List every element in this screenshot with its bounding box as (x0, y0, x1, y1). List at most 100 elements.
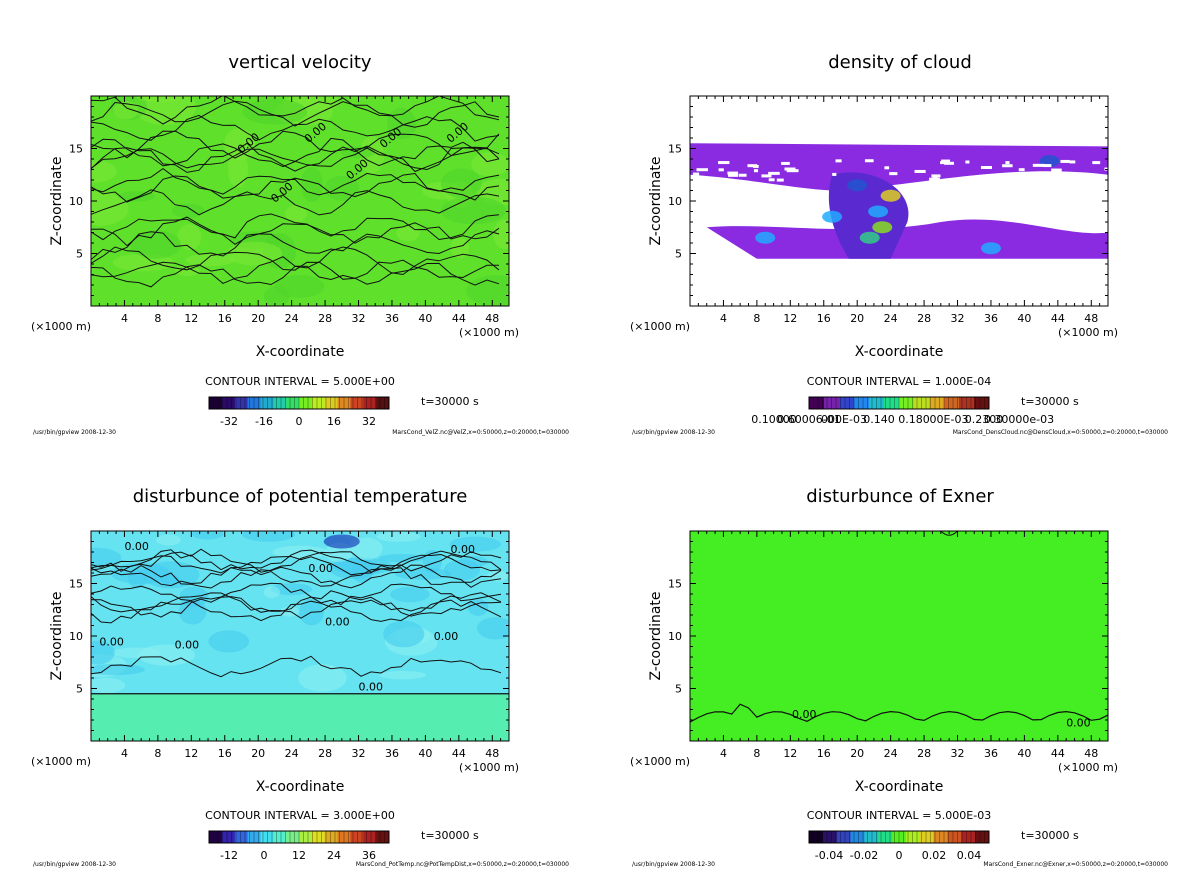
y-tick-label: 10 (668, 630, 682, 643)
time-label: t=30000 s (421, 829, 479, 842)
contour-line (690, 703, 1108, 723)
colorbar-swatch (839, 397, 855, 409)
colorbar-frame (808, 396, 990, 410)
contour-line (91, 142, 500, 173)
contour-label: 0.00 (99, 635, 124, 648)
field-layer: 0.00 0.00 0.00 0.00 0.00 0.00 0.00 0.00 (91, 531, 509, 741)
colorbar-swatch (324, 831, 339, 843)
contour-line (91, 146, 500, 173)
cloud-gap (753, 169, 759, 173)
colorbar-swatch (286, 397, 300, 409)
contour-line (91, 172, 500, 203)
cloud-gap (768, 171, 780, 175)
cloud-gap (980, 166, 992, 170)
x-tick-label: 20 (850, 747, 864, 760)
field-patch (130, 230, 182, 259)
field-patch (440, 196, 507, 225)
chart-title: density of cloud (828, 52, 972, 73)
contour-label: 0.00 (434, 630, 459, 643)
y-tick-label: 5 (675, 683, 682, 696)
cloud-gap (768, 178, 775, 182)
colorbar-swatch (311, 397, 326, 409)
x-tick-label: 44 (452, 747, 466, 760)
contour-line (91, 189, 500, 216)
x-tick-label: 8 (753, 312, 760, 325)
x-axis-label: X-coordinate (256, 344, 345, 360)
field-patch (376, 531, 421, 542)
x-tick-label: 36 (385, 747, 399, 760)
colorbar-tick-label: -12 (220, 849, 238, 862)
field-patch (91, 547, 122, 568)
x-unit-label-right: (×1000 m) (459, 761, 519, 774)
field-patch (91, 640, 115, 665)
time-label: t=30000 s (421, 395, 479, 408)
field-patch (450, 237, 470, 258)
colorbar-frame (208, 830, 390, 844)
y-axis-label: Z-coordinate (49, 591, 65, 680)
colorbar-swatch (944, 397, 960, 409)
contour-label: 0.00 (450, 543, 475, 556)
colorbar-swatch (299, 397, 313, 409)
footer-left: /usr/bin/gpview 2008-12-30 (632, 861, 715, 868)
colorbar-swatch (919, 831, 935, 843)
chart-panel-3: disturbunce of potential temperature 0.00… (31, 486, 569, 868)
x-tick-label: 16 (817, 312, 831, 325)
chart-title: disturbunce of potential temperature (133, 486, 468, 507)
lower-layer (91, 693, 509, 741)
colorbar-swatch (247, 397, 261, 409)
field-patch (185, 253, 235, 267)
contour-line (91, 213, 500, 241)
field-patch (242, 531, 295, 542)
field-patch (156, 534, 181, 546)
colorbar-swatch (299, 831, 313, 843)
colorbar-tick-label: 0.60006-01 (777, 413, 840, 426)
colorbar-swatch (260, 397, 274, 409)
cloud-gap (786, 169, 799, 173)
cloud-gap (941, 159, 950, 163)
cloud-gap (832, 172, 837, 176)
x-tick-label: 44 (1051, 747, 1065, 760)
field-patch (228, 151, 249, 188)
cloud-gap (944, 161, 955, 165)
x-tick-label: 36 (984, 747, 998, 760)
x-tick-label: 16 (218, 312, 232, 325)
cloud-gap (761, 174, 772, 178)
x-tick-label: 12 (184, 747, 198, 760)
x-tick-label: 48 (485, 312, 499, 325)
cloud-core (880, 189, 901, 202)
cloud-gap (718, 168, 724, 172)
field-patch (390, 586, 430, 603)
colorbar-tick-label: 12 (292, 849, 306, 862)
cloud-core (822, 210, 843, 223)
colorbar-swatch (905, 831, 921, 843)
cloud-gap (999, 177, 1011, 181)
x-unit-label-right: (×1000 m) (1058, 761, 1118, 774)
x-unit-label-left: (×1000 m) (31, 755, 91, 768)
cloud-gap (696, 168, 708, 172)
x-tick-label: 44 (1051, 312, 1065, 325)
x-unit-label-right: (×1000 m) (1058, 326, 1118, 339)
colorbar-swatch (363, 831, 377, 843)
field-patch (477, 617, 509, 640)
field-patch (487, 570, 508, 582)
field-patch (138, 644, 196, 666)
colorbar-swatch (337, 397, 351, 409)
colorbar-swatch (974, 397, 990, 409)
cloud-gap (889, 172, 898, 176)
x-tick-label: 4 (121, 312, 128, 325)
colorbar-swatch (209, 397, 223, 409)
cloud-gap (738, 173, 747, 177)
colorbar-swatch (869, 397, 885, 409)
colorbar-tick-label: 0.180 (898, 413, 930, 426)
x-tick-label: 28 (917, 312, 931, 325)
y-tick-label: 15 (668, 578, 682, 591)
cloud-gap (1060, 159, 1070, 163)
colorbar-swatch (234, 397, 249, 409)
contour-label: 0.00 (124, 540, 149, 553)
cloud-gap (933, 175, 938, 179)
x-tick-label: 12 (783, 312, 797, 325)
contour-line (91, 553, 502, 576)
field-patch (466, 275, 509, 306)
x-tick-label: 24 (285, 747, 299, 760)
